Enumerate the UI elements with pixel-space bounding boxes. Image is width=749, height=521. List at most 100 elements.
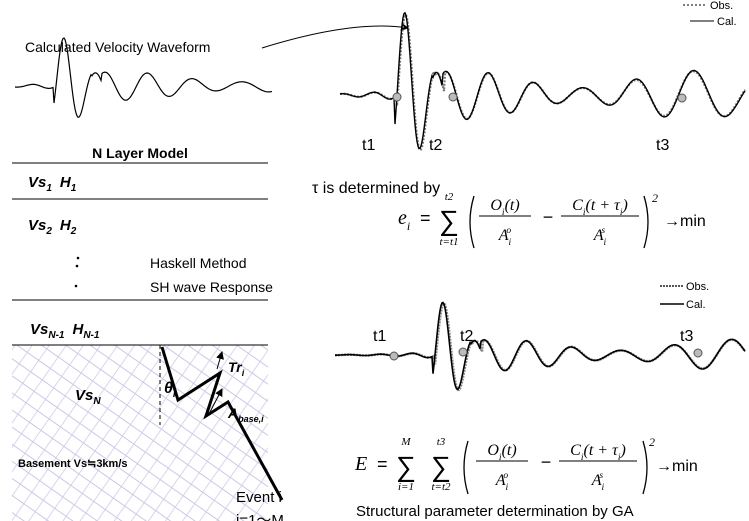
- equation-token: o: [503, 470, 508, 481]
- bracket: [642, 440, 648, 495]
- equation-token: i: [407, 219, 410, 233]
- time-marker: t3: [680, 328, 693, 345]
- equation-term: −: [541, 452, 552, 472]
- bracket: [469, 195, 475, 249]
- equation-token: e: [398, 207, 407, 229]
- layer-label: Vs1 H1: [28, 174, 77, 194]
- arrow: [261, 22, 409, 49]
- equation-term: t2: [445, 191, 454, 203]
- time-marker: t3: [656, 137, 669, 154]
- angle-label: θi: [164, 380, 176, 400]
- calculated-trace: [14, 37, 273, 118]
- basement: [12, 345, 268, 521]
- equation-term: →min: [656, 458, 698, 475]
- equation-term: i=1: [398, 481, 414, 493]
- marker-dot: [448, 92, 458, 102]
- event-label: Event i: [236, 489, 282, 506]
- waveform-label: Calculated Velocity Waveform: [25, 39, 210, 55]
- equation-token: (t + τ: [584, 442, 620, 459]
- comparison-waveform: [339, 11, 746, 152]
- equation-token: i: [502, 207, 505, 218]
- equation-token: ): [621, 197, 627, 214]
- equation-token: i: [618, 452, 621, 463]
- legend-label: Cal.: [717, 16, 737, 28]
- method-label: Haskell Method: [150, 255, 247, 271]
- equation-term: M: [400, 436, 411, 448]
- marker-dot: [693, 348, 703, 358]
- ellipsis-dot: [75, 264, 79, 268]
- tau-text: τ is determined by: [312, 180, 440, 197]
- equation-term: Aio: [495, 470, 509, 493]
- basement-note: Basement Vs≒3km/s: [18, 458, 128, 470]
- time-marker: t2: [460, 328, 473, 345]
- equation-token: s: [601, 225, 605, 236]
- equation-token: i: [506, 482, 509, 493]
- equation-term: Oi(t): [487, 442, 516, 463]
- marker-dot: [389, 351, 399, 361]
- equation-term: ei: [398, 207, 410, 233]
- ray-path: [160, 346, 284, 501]
- equation-token: s: [599, 470, 603, 481]
- equation-term: =: [377, 454, 388, 474]
- equation-token: (t): [502, 442, 517, 459]
- equation-term: Ci(t + τi): [572, 197, 628, 218]
- equation-term: t=t2: [431, 481, 451, 493]
- equation-token: i: [509, 237, 512, 248]
- equation-token: i: [581, 452, 584, 463]
- layer-label: Vs2 H2: [28, 217, 77, 237]
- equation-token: i: [602, 482, 605, 493]
- equation-token: C: [572, 197, 583, 214]
- equation-term: t3: [437, 436, 446, 448]
- event-range: i=1～M: [236, 512, 284, 521]
- equation-term: ∑: [431, 451, 451, 482]
- amp-label: Abase,i: [227, 405, 264, 424]
- equation-term: Ci(t + τi): [570, 442, 626, 463]
- model-title: N Layer Model: [92, 145, 188, 161]
- marker-dot: [677, 93, 687, 103]
- equation-token: A: [593, 227, 604, 244]
- equation-term: Ais: [591, 470, 605, 493]
- layer-label: VsN-1 HN-1: [30, 321, 100, 341]
- equation-token: C: [570, 442, 581, 459]
- bracket: [463, 440, 469, 495]
- basement-label: VsN: [75, 387, 101, 407]
- legend-label: Obs.: [710, 0, 733, 12]
- equation-term: →min: [664, 213, 706, 230]
- equation-token: A: [498, 227, 509, 244]
- equation-token: (t): [505, 197, 520, 214]
- tr-label: Tri: [228, 359, 245, 378]
- equation-token: i: [604, 237, 607, 248]
- legend-label: Cal.: [686, 299, 706, 311]
- time-marker: t1: [373, 328, 386, 345]
- equation-term: ∑: [439, 205, 459, 236]
- equation-token: ): [619, 442, 625, 459]
- marker-dot: [392, 92, 402, 102]
- equation-term: −: [543, 207, 554, 227]
- legend-label: Obs.: [686, 281, 709, 293]
- equation-term: =: [420, 208, 431, 228]
- calculated-trace: [335, 301, 746, 391]
- equation-token: i: [620, 207, 623, 218]
- equation-term: ∑: [396, 451, 416, 482]
- marker-dot: [458, 347, 468, 357]
- equation-term: t=t1: [439, 236, 458, 248]
- equation-token: O: [490, 197, 502, 214]
- ellipsis-dot: [74, 284, 78, 288]
- equation-token: o: [506, 225, 511, 236]
- equation-token: A: [591, 472, 602, 489]
- equation-token: (t + τ: [586, 197, 622, 214]
- equation-term: E: [354, 453, 367, 475]
- equation-token: i: [499, 452, 502, 463]
- equation-term: Oi(t): [490, 197, 519, 218]
- equation-token: A: [495, 472, 506, 489]
- time-marker: t2: [429, 137, 442, 154]
- equation-term: Ais: [593, 225, 607, 248]
- equation-token: O: [487, 442, 499, 459]
- method-label: SH wave Response: [150, 279, 273, 295]
- calculated-waveform: [14, 37, 273, 118]
- equation-term: 2: [649, 435, 655, 449]
- arrow: [216, 351, 224, 370]
